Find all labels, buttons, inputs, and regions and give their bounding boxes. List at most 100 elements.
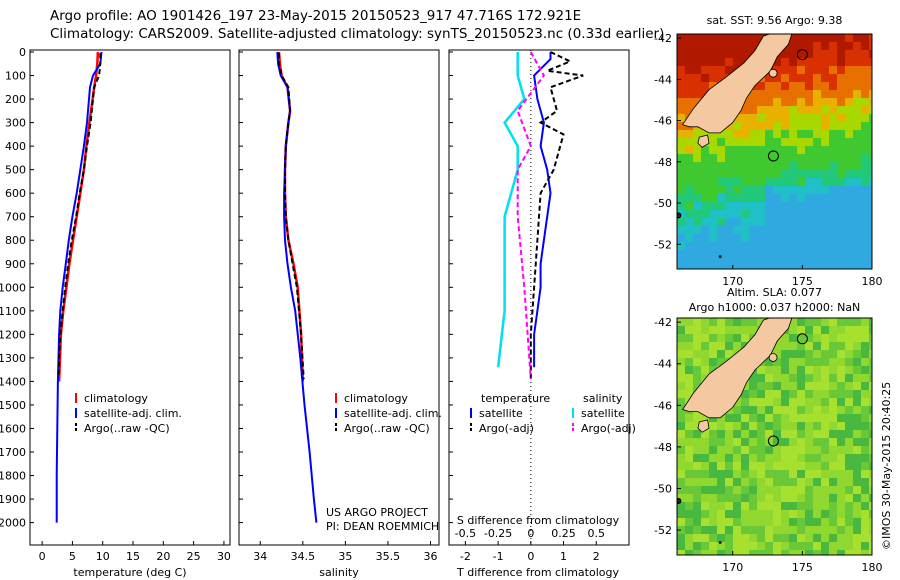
temp-ytick-label: 0 <box>19 46 26 59</box>
sst-xtick-label: 170 <box>722 275 743 288</box>
sla-cell <box>861 438 869 446</box>
sla-xtick-label: 175 <box>792 561 813 574</box>
sla-cell <box>821 374 829 382</box>
sst-cell <box>693 210 701 218</box>
sla-cell <box>869 318 872 326</box>
sst-cell <box>781 242 789 250</box>
sst-cell <box>813 178 821 186</box>
sst-cell <box>733 34 741 42</box>
sst-cell <box>845 58 853 66</box>
sst-cell <box>861 218 869 226</box>
sst-cell <box>725 258 733 266</box>
sst-cell <box>805 242 813 250</box>
sla-cell <box>685 374 693 382</box>
sla-cell <box>757 366 765 374</box>
sst-cell <box>869 50 872 58</box>
sst-cell <box>685 186 693 194</box>
sla-cell <box>869 470 872 478</box>
sst-cell <box>749 234 757 242</box>
sst-ytick-label: -42 <box>654 32 672 45</box>
sla-cell <box>837 478 845 486</box>
sst-cell <box>829 122 837 130</box>
sla-cell <box>677 342 685 350</box>
sla-cell <box>701 470 709 478</box>
sst-cell <box>765 162 773 170</box>
sst-cell <box>709 34 717 42</box>
sla-cell <box>685 454 693 462</box>
sla-cell <box>733 430 741 438</box>
sst-cell <box>749 210 757 218</box>
sla-cell <box>677 366 685 374</box>
sla-cell <box>861 430 869 438</box>
sla-cell <box>797 550 805 555</box>
sla-cell <box>837 390 845 398</box>
sst-cell <box>805 138 813 146</box>
sla-cell <box>749 486 757 494</box>
sst-cell <box>789 106 797 114</box>
sla-cell <box>773 398 781 406</box>
sla-cell <box>749 502 757 510</box>
sla-cell <box>781 414 789 422</box>
sst-cell <box>845 82 853 90</box>
sst-cell <box>797 250 805 258</box>
sla-cell <box>829 430 837 438</box>
sst-cell <box>853 170 861 178</box>
sst-cell <box>805 162 813 170</box>
sst-cell <box>805 114 813 122</box>
sla-cell <box>797 398 805 406</box>
sst-cell <box>733 194 741 202</box>
sla-cell <box>821 542 829 550</box>
sla-cell <box>869 462 872 470</box>
sst-cell <box>837 178 845 186</box>
sla-cell <box>741 334 749 342</box>
temp-xtick-label: 0 <box>39 550 46 563</box>
sla-cell <box>789 446 797 454</box>
sst-cell <box>805 66 813 74</box>
sla-cell <box>797 350 805 358</box>
sst-cell <box>693 194 701 202</box>
diff-xtick-label: -1 <box>493 550 504 563</box>
sst-cell <box>813 170 821 178</box>
sst-cell <box>861 130 869 138</box>
sla-cell <box>845 414 853 422</box>
sst-cell <box>789 82 797 90</box>
sst-cell <box>789 90 797 98</box>
sla-cell <box>829 374 837 382</box>
sst-cell <box>821 106 829 114</box>
sst-cell <box>813 98 821 106</box>
diff-legend-label: satellite <box>479 407 523 420</box>
sla-cell <box>717 550 725 555</box>
sla-cell <box>821 342 829 350</box>
sst-cell <box>765 170 773 178</box>
sst-cell <box>797 154 805 162</box>
sst-cell <box>869 234 872 242</box>
temp-legend-label: climatology <box>84 392 148 405</box>
sst-cell <box>685 146 693 154</box>
sst-cell <box>845 194 853 202</box>
sla-cell <box>829 486 837 494</box>
sst-ytick-label: -48 <box>654 156 672 169</box>
sla-cell <box>773 542 781 550</box>
sst-cell <box>837 242 845 250</box>
diff-xtick-label: 2 <box>593 550 600 563</box>
sst-cell <box>741 130 749 138</box>
sla-cell <box>741 438 749 446</box>
sst-cell <box>701 202 709 210</box>
sst-cell <box>757 34 765 42</box>
sst-cell <box>677 226 685 234</box>
sla-cell <box>725 414 733 422</box>
sst-cell <box>725 154 733 162</box>
sla-cell <box>693 374 701 382</box>
sla-cell <box>805 430 813 438</box>
sst-cell <box>797 162 805 170</box>
sla-cell <box>725 350 733 358</box>
sst-cell <box>709 74 717 82</box>
sla-cell <box>685 518 693 526</box>
sla-cell <box>765 446 773 454</box>
sst-cell <box>853 242 861 250</box>
sst-cell <box>741 218 749 226</box>
sla-cell <box>845 518 853 526</box>
sla-cell <box>733 494 741 502</box>
sla-cell <box>869 494 872 502</box>
sst-cell <box>789 42 797 50</box>
